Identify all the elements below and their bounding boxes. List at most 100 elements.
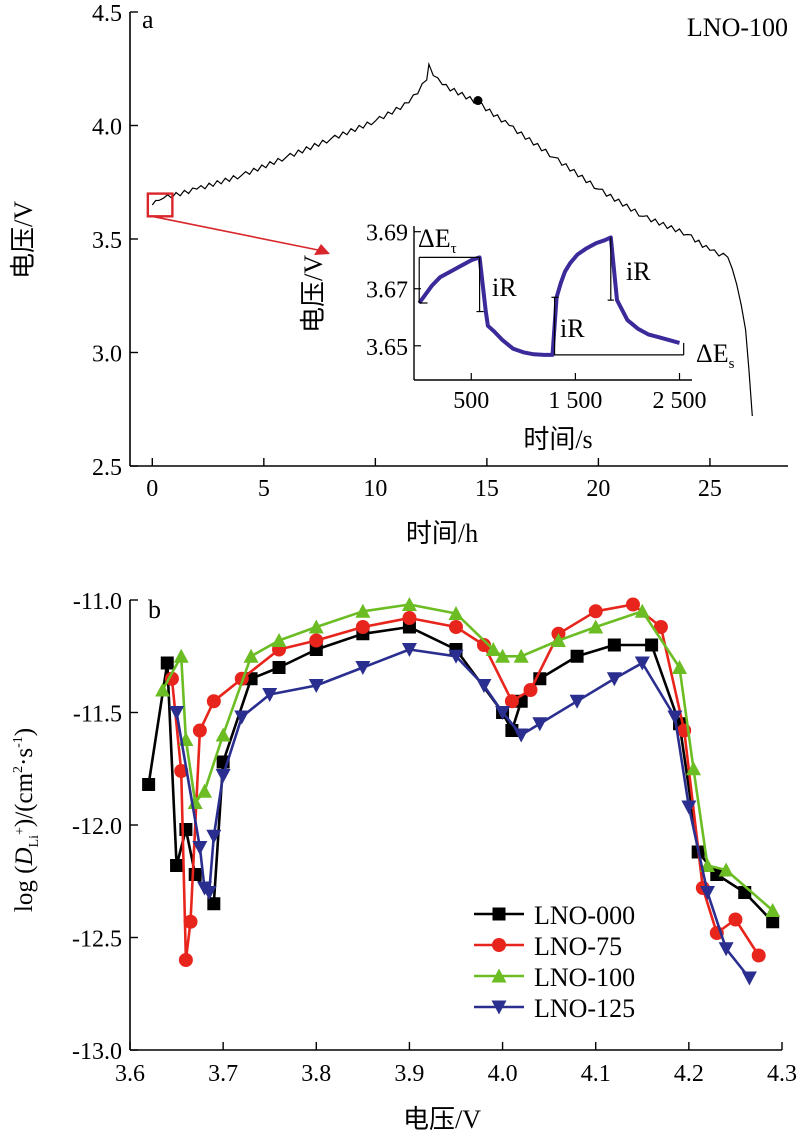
series-point-lno-125 bbox=[495, 706, 511, 720]
series-point-lno-125 bbox=[513, 728, 529, 743]
panel-a: 0 5 10 15 20 25 2.5 3.0 3.5 4.0 4.5 a LNO-100 时间/h… bbox=[9, 1, 788, 548]
panel-b-y-tick-label: -12.5 bbox=[72, 927, 122, 953]
series-point-lno-100 bbox=[550, 633, 566, 647]
inset-x-tick-label: 500 bbox=[453, 388, 489, 414]
panel-b-x-tick-label: 4.1 bbox=[581, 1061, 611, 1087]
series-point-lno-75 bbox=[174, 764, 189, 778]
series-point-lno-100 bbox=[155, 682, 171, 697]
series-point-lno-125 bbox=[201, 886, 217, 900]
series-point-lno-100 bbox=[197, 783, 213, 798]
panel-a-y-tick-label: 4.0 bbox=[92, 115, 122, 141]
series-point-lno-125 bbox=[476, 679, 492, 693]
legend-swatch-marker bbox=[492, 938, 506, 952]
series-point-lno-000 bbox=[272, 661, 286, 674]
series-point-lno-125 bbox=[699, 886, 715, 900]
panel-b-xlabel: 电压/V bbox=[403, 1105, 481, 1134]
inset-y-tick-label: 3.65 bbox=[366, 335, 408, 361]
series-point-lno-000 bbox=[170, 859, 184, 872]
series-point-lno-100 bbox=[401, 597, 417, 611]
panel-a-marker-point bbox=[473, 96, 483, 106]
legend-label: LNO-100 bbox=[534, 963, 635, 992]
series-line-lno-125 bbox=[175, 648, 751, 979]
legend-swatch-marker bbox=[492, 907, 506, 921]
series-point-lno-75 bbox=[625, 597, 640, 612]
series-point-lno-75 bbox=[476, 638, 491, 652]
series-point-lno-125 bbox=[532, 717, 548, 732]
panel-b-x-tick-label: 4.3 bbox=[767, 1061, 797, 1087]
series-point-lno-125 bbox=[169, 706, 185, 720]
panel-b-x-tick-label: 3.7 bbox=[208, 1061, 238, 1087]
panel-a-y-tick-label: 4.5 bbox=[92, 1, 122, 27]
panel-b-x-tick-label: 4.2 bbox=[674, 1061, 704, 1087]
series-point-lno-75 bbox=[178, 953, 193, 967]
series-point-lno-125 bbox=[215, 769, 231, 783]
series-point-lno-125 bbox=[206, 829, 222, 844]
panel-b-y-tick-label: -12.0 bbox=[72, 814, 122, 840]
legend-label: LNO-125 bbox=[534, 994, 635, 1023]
series-point-lno-000 bbox=[188, 868, 202, 881]
series-point-lno-000 bbox=[142, 778, 156, 791]
panel-a-ylabel: 电压/V bbox=[9, 201, 38, 279]
series-point-lno-75 bbox=[523, 683, 538, 697]
panel-a-x-tick-label: 15 bbox=[475, 476, 499, 502]
series-point-lno-125 bbox=[448, 649, 464, 664]
panel-b: 3.6 3.7 3.8 3.9 4.0 4.1 4.2 4.3 -11.0 -11.5 -12.0 -… bbox=[11, 589, 797, 1134]
series-point-lno-100 bbox=[243, 648, 259, 663]
inset-ir-label-3: iR bbox=[626, 257, 651, 286]
legend-swatch-marker bbox=[491, 1000, 507, 1015]
series-point-lno-125 bbox=[192, 841, 208, 855]
series-point-lno-100 bbox=[495, 648, 511, 663]
series-point-lno-125 bbox=[667, 710, 683, 725]
panel-b-y-tick-label: -13.0 bbox=[72, 1039, 122, 1065]
panel-a-inset: 时间/s 电压/V ΔEτ iR iR iR ΔEs 500 1 500 2 500… bbox=[299, 221, 735, 454]
series-point-lno-100 bbox=[485, 642, 501, 656]
series-point-lno-000 bbox=[607, 638, 621, 652]
series-point-lno-125 bbox=[718, 942, 734, 957]
inset-y-tick-label: 3.67 bbox=[366, 278, 408, 304]
series-point-lno-125 bbox=[262, 688, 278, 702]
series-point-lno-000 bbox=[207, 897, 221, 911]
inset-x-tick-label: 1 500 bbox=[548, 388, 602, 414]
series-point-lno-75 bbox=[653, 620, 668, 634]
inset-delta-e-tau: ΔEτ bbox=[418, 224, 457, 257]
series-point-lno-75 bbox=[504, 694, 519, 709]
panel-a-zoom-arrowhead bbox=[314, 244, 330, 255]
series-point-lno-100 bbox=[718, 862, 734, 877]
series-point-lno-125 bbox=[308, 679, 324, 693]
series-point-lno-75 bbox=[309, 633, 324, 648]
panel-a-x-tick-label: 10 bbox=[363, 476, 387, 502]
panel-b-y-tick-label: -11.5 bbox=[73, 702, 122, 728]
inset-voltage-line bbox=[417, 235, 681, 357]
legend-label: LNO-000 bbox=[534, 901, 635, 930]
inset-xlabel: 时间/s bbox=[523, 425, 592, 454]
panel-b-x-tick-label: 4.0 bbox=[488, 1061, 518, 1087]
series-point-lno-125 bbox=[569, 694, 585, 709]
panel-b-x-tick-label: 3.6 bbox=[115, 1061, 145, 1087]
panel-a-x-tick-label: 5 bbox=[258, 476, 270, 502]
series-point-lno-75 bbox=[192, 723, 207, 738]
series-point-lno-75 bbox=[183, 914, 198, 929]
series-point-lno-75 bbox=[402, 611, 417, 625]
series-point-lno-125 bbox=[741, 971, 757, 986]
panel-b-plot: 3.6 3.7 3.8 3.9 4.0 4.1 4.2 4.3 -11.0 -11.5 -12.0 -… bbox=[72, 589, 797, 1087]
panel-a-xlabel: 时间/h bbox=[406, 519, 478, 548]
series-point-lno-100 bbox=[448, 606, 464, 620]
series-point-lno-100 bbox=[765, 903, 781, 917]
series-point-lno-75 bbox=[728, 912, 743, 927]
series-point-lno-100 bbox=[686, 761, 702, 776]
series-point-lno-100 bbox=[215, 727, 231, 742]
series-point-lno-75 bbox=[206, 694, 221, 709]
panel-a-zoom-arrow-line bbox=[151, 215, 319, 251]
panel-a-letter: a bbox=[142, 5, 154, 34]
series-point-lno-125 bbox=[606, 672, 622, 687]
panel-a-highlight-box bbox=[146, 192, 174, 218]
panel-a-plot: 0 5 10 15 20 25 2.5 3.0 3.5 4.0 4.5 bbox=[92, 1, 788, 502]
panel-b-y-tick-label: -11.0 bbox=[73, 589, 122, 615]
series-point-lno-75 bbox=[164, 671, 179, 686]
series-point-lno-100 bbox=[308, 619, 324, 634]
series-point-lno-100 bbox=[173, 648, 189, 663]
inset-ir-label-1: iR bbox=[492, 273, 517, 302]
panel-a-voltage-line bbox=[151, 61, 753, 417]
